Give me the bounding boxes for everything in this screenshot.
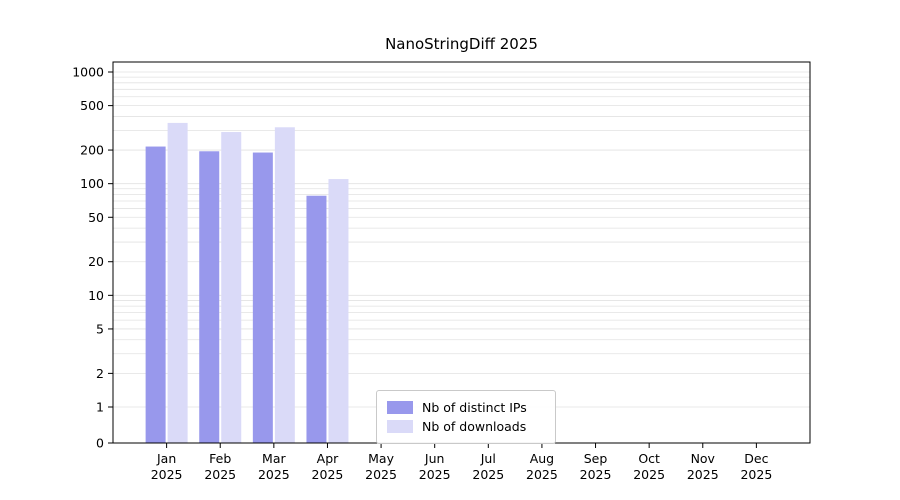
x-tick-label-month: Jun [424,451,445,466]
chart-legend: Nb of distinct IPs Nb of downloads [376,390,556,444]
legend-item-distinct-ips: Nb of distinct IPs [387,398,545,417]
x-tick-label-month: Aug [530,451,554,466]
x-tick-label-month: Feb [209,451,231,466]
x-tick-label-month: Mar [262,451,286,466]
bar-distinct-ips-Feb [199,151,220,443]
bar-downloads-Apr [328,179,349,443]
bar-downloads-Mar [274,127,295,444]
x-tick-label-year: 2025 [258,467,290,482]
bar-distinct-ips-Mar [252,152,273,443]
bar-distinct-ips-Apr [306,195,327,443]
x-tick-label-year: 2025 [365,467,397,482]
x-tick-label-month: Nov [691,451,716,466]
y-tick-label: 20 [88,254,104,269]
x-tick-label-year: 2025 [312,467,344,482]
y-tick-label: 2 [96,366,104,381]
bar-downloads-Jan [167,122,188,443]
legend-item-downloads: Nb of downloads [387,417,545,436]
y-tick-label: 50 [88,210,104,225]
x-tick-label-year: 2025 [740,467,772,482]
y-tick-label: 200 [80,143,104,158]
y-tick-label: 1 [96,400,104,415]
legend-swatch-downloads [387,420,413,433]
x-tick-label-month: Oct [638,451,660,466]
x-tick-label-month: Apr [317,451,339,466]
x-tick-label-month: Jul [480,451,496,466]
bar-distinct-ips-Jan [145,146,166,443]
y-tick-label: 1000 [72,65,104,80]
x-tick-label-year: 2025 [526,467,558,482]
x-tick-label-month: Sep [584,451,608,466]
legend-swatch-distinct-ips [387,401,413,414]
legend-label-downloads: Nb of downloads [422,419,527,434]
x-tick-label-year: 2025 [633,467,665,482]
x-tick-label-month: May [368,451,394,466]
x-tick-label-month: Dec [744,451,768,466]
x-tick-label-year: 2025 [580,467,612,482]
y-tick-label: 10 [88,288,104,303]
legend-label-distinct-ips: Nb of distinct IPs [422,400,527,415]
bar-downloads-Feb [221,132,242,443]
x-tick-label-year: 2025 [419,467,451,482]
x-tick-label-year: 2025 [472,467,504,482]
x-tick-label-year: 2025 [204,467,236,482]
y-tick-label: 0 [96,436,104,451]
chart-title: NanoStringDiff 2025 [385,35,538,53]
x-tick-label-year: 2025 [687,467,719,482]
y-tick-label: 500 [80,98,104,113]
y-tick-label: 5 [96,321,104,336]
x-tick-label-year: 2025 [151,467,183,482]
y-tick-label: 100 [80,176,104,191]
x-tick-label-month: Jan [156,451,176,466]
